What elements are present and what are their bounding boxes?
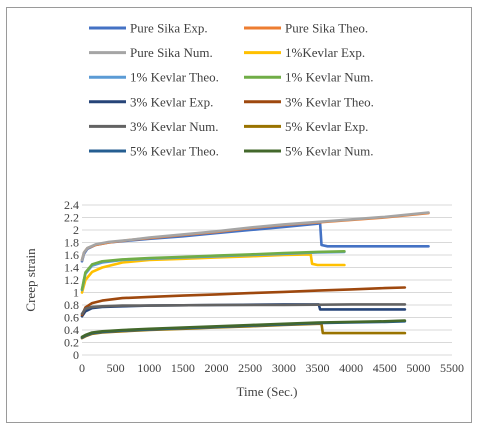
legend-label: 1% Kevlar Num. <box>285 70 373 85</box>
legend-label: 1% Kevlar Theo. <box>130 70 219 85</box>
legend-label: 3% Kevlar Num. <box>130 119 218 134</box>
legend-item: 1%Kevlar Exp. <box>244 45 365 60</box>
series-line-1-pct-kevlar-theo <box>80 250 346 292</box>
series-line-3-pct-kevlar-theo <box>80 286 407 317</box>
legend-item: 5% Kevlar Exp. <box>244 119 368 134</box>
series-line-5-pct-kevlar-num <box>80 319 407 339</box>
series-line-3-pct-kevlar-num <box>80 303 407 316</box>
legend-item: 5% Kevlar Num. <box>244 144 373 159</box>
series-lines <box>80 211 430 340</box>
y-tick-label: 0.4 <box>64 323 79 337</box>
legend-label: Pure Sika Theo. <box>285 21 368 36</box>
x-tick-label: 3500 <box>305 361 329 375</box>
x-axis-ticks: 0 500 1000 1500 2000 2500 3000 3500 4000 4500 5000… <box>79 361 464 375</box>
x-tick-label: 2000 <box>205 361 229 375</box>
series-line-pure-sika-num <box>80 211 430 262</box>
y-tick-label: 1.2 <box>64 273 79 287</box>
x-tick-label: 5000 <box>406 361 430 375</box>
legend-label: Pure Sika Exp. <box>130 21 208 36</box>
legend-item: 3% Kevlar Num. <box>89 119 218 134</box>
x-tick-label: 5500 <box>440 361 464 375</box>
legend-label: 3% Kevlar Theo. <box>285 94 374 109</box>
chart-frame: Pure Sika Exp. Pure Sika Theo. Pure Sika N… <box>6 7 472 423</box>
x-tick-label: 2500 <box>238 361 262 375</box>
y-tick-label: 0 <box>73 348 79 362</box>
y-axis-ticks: 00.20.40.60.811.21.41.61.822.22.4 <box>64 198 79 362</box>
y-tick-label: 1 <box>73 286 79 300</box>
creep-strain-chart: Pure Sika Exp. Pure Sika Theo. Pure Sika N… <box>23 21 464 400</box>
y-axis-label: Creep strain <box>23 248 38 312</box>
legend-item: 3% Kevlar Theo. <box>244 94 374 109</box>
x-tick-label: 3000 <box>272 361 296 375</box>
y-tick-label: 2.4 <box>64 198 79 212</box>
legend-item: 5% Kevlar Theo. <box>89 144 219 159</box>
x-tick-label: 0 <box>79 361 85 375</box>
x-tick-label: 4500 <box>373 361 397 375</box>
y-tick-label: 2.2 <box>64 211 79 225</box>
legend: Pure Sika Exp. Pure Sika Theo. Pure Sika N… <box>89 21 374 159</box>
x-tick-label: 1500 <box>171 361 195 375</box>
legend-label: 5% Kevlar Exp. <box>285 119 368 134</box>
legend-label: 1%Kevlar Exp. <box>285 45 365 60</box>
x-tick-label: 4000 <box>339 361 363 375</box>
legend-item: Pure Sika Exp. <box>89 21 208 36</box>
x-tick-label: 500 <box>107 361 125 375</box>
series-line-1-pct-kevlar-num <box>80 250 346 291</box>
y-tick-label: 0.2 <box>64 336 79 350</box>
legend-item: Pure Sika Num. <box>89 45 213 60</box>
legend-item: 1% Kevlar Num. <box>244 70 373 85</box>
legend-label: 5% Kevlar Theo. <box>130 144 219 159</box>
legend-label: 3% Kevlar Exp. <box>130 94 213 109</box>
x-tick-label: 1000 <box>137 361 161 375</box>
legend-item: 3% Kevlar Exp. <box>89 94 213 109</box>
y-tick-label: 1.4 <box>64 261 79 275</box>
y-tick-label: 0.6 <box>64 311 79 325</box>
x-axis-label: Time (Sec.) <box>237 384 298 399</box>
y-tick-label: 1.6 <box>64 248 79 262</box>
y-tick-label: 2 <box>73 223 79 237</box>
legend-item: 1% Kevlar Theo. <box>89 70 219 85</box>
legend-label: 5% Kevlar Num. <box>285 144 373 159</box>
y-tick-label: 0.8 <box>64 298 79 312</box>
y-tick-label: 1.8 <box>64 236 79 250</box>
legend-label: Pure Sika Num. <box>130 45 213 60</box>
legend-item: Pure Sika Theo. <box>244 21 368 36</box>
